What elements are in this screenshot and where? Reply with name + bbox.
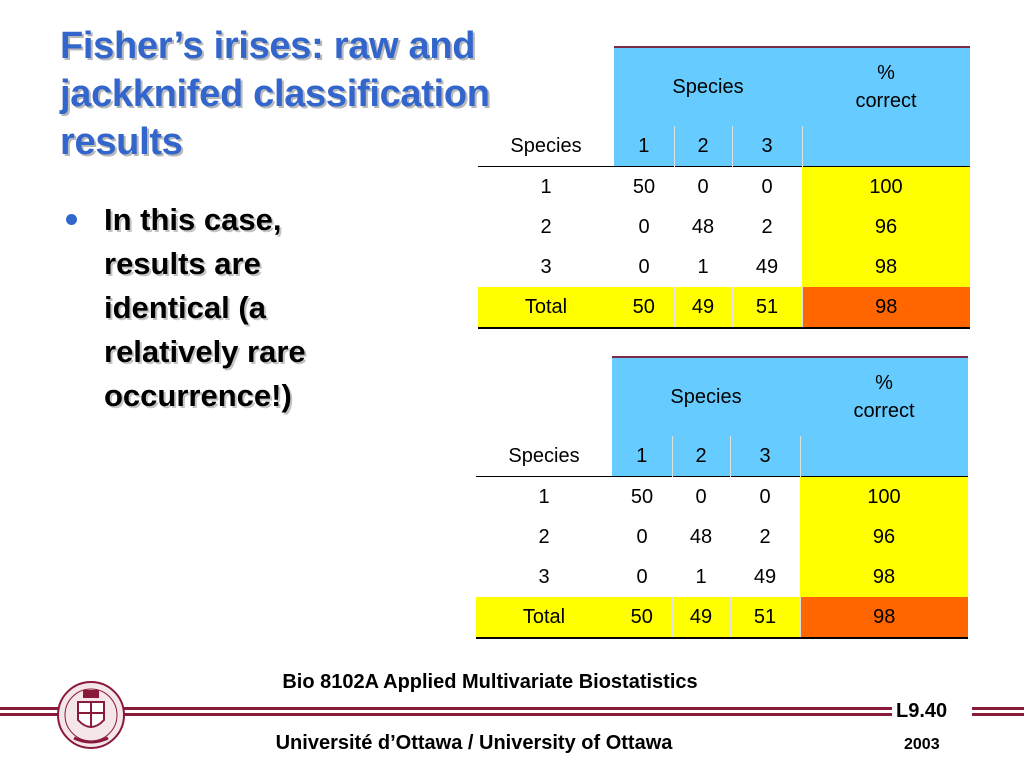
total-percent-cell: 98 bbox=[800, 597, 968, 639]
raw-classification-table: Species % correct Species 1 2 3 1 50 0 0… bbox=[478, 46, 970, 329]
cell: 48 bbox=[689, 525, 713, 548]
cell: 0 bbox=[732, 166, 802, 207]
slide-number: L9.40 bbox=[896, 700, 968, 723]
table-row: 3 0 1 49 98 bbox=[476, 557, 968, 597]
species-header: Species bbox=[612, 356, 800, 436]
percent-cell: 100 bbox=[800, 476, 968, 517]
cell: 2 bbox=[761, 215, 773, 238]
percent-symbol: % bbox=[875, 372, 893, 394]
total-cell: 51 bbox=[730, 597, 801, 639]
course-name: Bio 8102A Applied Multivariate Biostatis… bbox=[282, 671, 698, 693]
row-label: 3 bbox=[540, 255, 552, 278]
total-cell: 51 bbox=[732, 287, 803, 329]
species-header: Species bbox=[614, 46, 802, 126]
row-label: 1 bbox=[478, 166, 614, 207]
percent-cell: 98 bbox=[802, 247, 970, 287]
bullet-line: occurrence!) bbox=[104, 378, 292, 413]
cell: 48 bbox=[691, 215, 715, 238]
total-percent-cell: 98 bbox=[802, 287, 970, 329]
bullet-line: relatively rare bbox=[104, 334, 306, 369]
percent-cell: 100 bbox=[802, 166, 970, 207]
bullet-line: In this case, bbox=[104, 202, 282, 237]
cell: 49 bbox=[755, 255, 779, 278]
total-row: Total 50 49 51 98 bbox=[476, 597, 968, 639]
total-cell: 49 bbox=[674, 287, 733, 329]
cell: 1 bbox=[695, 565, 707, 588]
cell: 0 bbox=[638, 215, 650, 238]
row-label: 2 bbox=[538, 525, 550, 548]
cell: 0 bbox=[636, 565, 648, 588]
row-label-header: Species bbox=[508, 444, 580, 467]
cell: 0 bbox=[672, 476, 730, 517]
correct-label: correct bbox=[853, 400, 915, 422]
column-header: 1 bbox=[612, 436, 673, 477]
title-line: jackknifed classification bbox=[60, 73, 490, 115]
column-header: 1 bbox=[614, 126, 675, 167]
table-row: 2 0 48 2 96 bbox=[478, 207, 970, 247]
column-header-empty bbox=[800, 436, 968, 477]
column-header: 3 bbox=[730, 436, 801, 477]
table-corner bbox=[476, 357, 612, 436]
cell: 50 bbox=[612, 476, 672, 517]
university-crest-icon bbox=[57, 681, 125, 749]
total-label: Total bbox=[478, 287, 614, 329]
cell: 50 bbox=[614, 166, 674, 207]
percent-correct-header: % correct bbox=[800, 356, 968, 436]
table-row: 1 50 0 0 100 bbox=[478, 166, 970, 207]
footer-band-right bbox=[972, 713, 1024, 716]
cell: 0 bbox=[638, 255, 650, 278]
row-label: 2 bbox=[540, 215, 552, 238]
column-header: 3 bbox=[732, 126, 803, 167]
cell: 1 bbox=[697, 255, 709, 278]
cell: 0 bbox=[674, 166, 732, 207]
table-corner bbox=[478, 47, 614, 126]
column-header: 2 bbox=[672, 436, 731, 477]
jackknifed-classification-table: Species % correct Species 1 2 3 1 50 0 0… bbox=[476, 356, 968, 639]
percent-cell: 98 bbox=[800, 557, 968, 597]
footer-band-left bbox=[0, 707, 60, 710]
cell: 0 bbox=[730, 476, 800, 517]
bullet-line: identical (a bbox=[104, 290, 266, 325]
footer-band-mid bbox=[124, 713, 892, 716]
total-cell: 50 bbox=[614, 287, 675, 329]
slide-title: Fisher’s irises: raw and jackknifed clas… bbox=[60, 22, 620, 166]
year: 2003 bbox=[904, 736, 940, 753]
total-row: Total 50 49 51 98 bbox=[478, 287, 970, 329]
row-label: 3 bbox=[538, 565, 550, 588]
total-label: Total bbox=[476, 597, 612, 639]
bullet-text: In this case, results are identical (a r… bbox=[104, 198, 404, 418]
total-cell: 50 bbox=[612, 597, 673, 639]
cell: 0 bbox=[636, 525, 648, 548]
title-line: results bbox=[60, 121, 183, 163]
footer-band-mid bbox=[124, 707, 892, 710]
column-header-empty bbox=[802, 126, 970, 167]
percent-cell: 96 bbox=[802, 207, 970, 247]
footer-band-left bbox=[0, 713, 60, 716]
university-name: Université d’Ottawa / University of Otta… bbox=[275, 732, 673, 754]
percent-symbol: % bbox=[877, 62, 895, 84]
column-header: 2 bbox=[674, 126, 733, 167]
footer-band-right bbox=[972, 707, 1024, 710]
cell: 49 bbox=[753, 565, 777, 588]
table-row: 1 50 0 0 100 bbox=[476, 476, 968, 517]
percent-correct-header: % correct bbox=[802, 46, 970, 126]
bullet-line: results are bbox=[104, 246, 261, 281]
table-row: 2 0 48 2 96 bbox=[476, 517, 968, 557]
table-row: 3 0 1 49 98 bbox=[478, 247, 970, 287]
total-cell: 49 bbox=[672, 597, 731, 639]
correct-label: correct bbox=[855, 90, 917, 112]
bullet-icon bbox=[66, 214, 77, 225]
percent-cell: 96 bbox=[800, 517, 968, 557]
row-label: 1 bbox=[476, 476, 612, 517]
cell: 2 bbox=[759, 525, 771, 548]
row-label-header: Species bbox=[510, 134, 582, 157]
title-line: Fisher’s irises: raw and bbox=[60, 25, 476, 67]
